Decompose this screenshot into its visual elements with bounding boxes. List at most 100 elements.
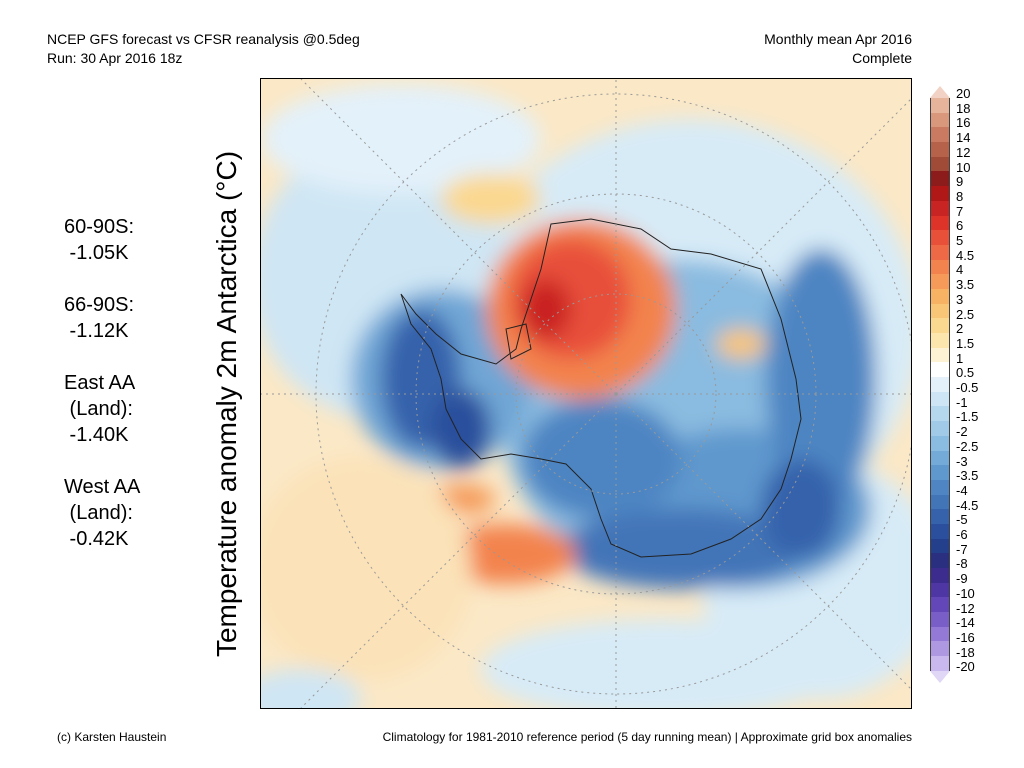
colorbar-label: 6: [956, 218, 964, 234]
ocean-cool-zone: [261, 669, 361, 708]
colorbar-label: 3.5: [956, 277, 975, 293]
anomaly-map: [260, 78, 912, 709]
colorbar-label: -18: [956, 644, 975, 660]
colorbar-segment: [930, 450, 950, 466]
east-cold-region: [561, 509, 801, 589]
colorbar-segment: [930, 318, 950, 333]
colorbar-label: -7: [956, 541, 968, 557]
colorbar-segment: [930, 612, 950, 627]
colorbar-segment: [930, 391, 950, 407]
peninsula-warm-anomaly: [521, 279, 571, 339]
colorbar-segment: [930, 362, 950, 378]
colorbar-label: 20: [956, 86, 971, 101]
colorbar-label: 18: [956, 100, 971, 116]
run-time: Run: 30 Apr 2016 18z: [47, 50, 183, 66]
colorbar-label: -8: [956, 556, 968, 572]
colorbar-label: 5: [956, 233, 964, 248]
colorbar-label: 1: [956, 350, 964, 366]
colorbar-segment: [930, 553, 950, 568]
header-left: NCEP GFS forecast vs CFSR reanalysis @0.…: [47, 30, 360, 68]
ocean-cool-zone: [261, 84, 541, 194]
stat-label: East AA: [64, 372, 136, 394]
latitude-circle: [515, 293, 717, 495]
colorbar-segment: [930, 641, 950, 657]
colorbar-label: -16: [956, 629, 975, 645]
east-cold-region: [766, 249, 876, 509]
colorbar-label: -2.5: [956, 438, 979, 454]
copyright-text: (c) Karsten Haustein: [57, 730, 167, 744]
ice-shelf-outline: [505, 323, 532, 360]
colorbar-segment: [930, 98, 950, 113]
colorbar-label: -5: [956, 512, 968, 528]
colorbar-segment: [930, 421, 950, 436]
climatology-note: Climatology for 1981-2010 reference peri…: [382, 730, 912, 744]
warm-patch: [261, 459, 471, 679]
colorbar-segment: [930, 259, 950, 275]
colorbar-segment: [930, 568, 950, 583]
colorbar-label: 0.5: [956, 365, 975, 381]
colorbar: [930, 86, 950, 683]
colorbar-label: 7: [956, 203, 964, 219]
colorbar-segment: [930, 538, 950, 554]
colorbar-segment: [930, 479, 950, 495]
vertical-title: Temperature anomaly 2m Antarctica (°C): [211, 150, 242, 658]
colorbar-label: 2: [956, 321, 964, 337]
meridians: [261, 79, 911, 708]
colorbar-segment: [930, 230, 950, 245]
period-status: Complete: [852, 50, 912, 66]
colorbar-segment: [930, 626, 950, 642]
east-cold-region: [761, 459, 841, 559]
stat-label: 66-90S:: [64, 294, 135, 316]
west-cold-region: [431, 389, 491, 469]
colorbar-segment: [930, 274, 950, 289]
stat-value: -1.05K: [64, 242, 129, 264]
stat-east-aa: East AA (Land): -1.40K: [64, 370, 140, 448]
stats-panel: 60-90S: -1.05K 66-90S: -1.12K East AA (L…: [64, 214, 140, 578]
colorbar-segment: [930, 171, 950, 187]
stat-sublabel: (Land):: [64, 398, 133, 420]
colorbar-segment: [930, 156, 950, 172]
model-title: NCEP GFS forecast vs CFSR reanalysis @0.…: [47, 31, 360, 47]
colorbar-segment: [930, 200, 950, 216]
colorbar-label: 10: [956, 159, 971, 175]
colorbar-label: -2: [956, 424, 968, 440]
colorbar-segment: [930, 435, 950, 451]
colorbar-label: -6: [956, 527, 968, 542]
warm-patch: [441, 174, 541, 224]
colorbar-segment: [930, 377, 950, 392]
colorbar-segment: [930, 288, 950, 304]
header-right: Monthly mean Apr 2016 Complete: [764, 30, 912, 68]
colorbar-label: -3: [956, 453, 968, 469]
colorbar-segment: [930, 597, 950, 613]
colorbar-label: 3: [956, 291, 964, 307]
colorbar-segment: [930, 186, 950, 201]
colorbar-label: -0.5: [956, 380, 979, 395]
colorbar-segment: [930, 127, 950, 143]
colorbar-segment: [930, 656, 950, 671]
anomaly-field: [261, 84, 911, 708]
colorbar-segment: [930, 582, 950, 598]
colorbar-arrow-top: [930, 86, 950, 98]
colorbar-segment: [930, 303, 950, 319]
stat-value: -0.42K: [64, 528, 129, 550]
colorbar-label: 9: [956, 174, 964, 190]
colorbar-label: 1.5: [956, 335, 975, 351]
colorbar-label: -14: [956, 615, 975, 631]
map-svg: [261, 79, 911, 708]
colorbar-label: 16: [956, 115, 971, 131]
stat-label: 60-90S:: [64, 216, 135, 238]
colorbar-segment: [930, 112, 950, 128]
period-title: Monthly mean Apr 2016: [764, 31, 912, 47]
stat-value: -1.40K: [64, 424, 129, 446]
colorbar-label: 4: [956, 262, 964, 278]
colorbar-segment: [930, 215, 950, 231]
colorbar-label: -1.5: [956, 409, 979, 425]
colorbar-segment: [930, 406, 950, 422]
colorbar-label: 14: [956, 130, 971, 146]
colorbar-label: -4.5: [956, 497, 979, 513]
colorbar-label: 12: [956, 144, 971, 160]
stat-label: West AA: [64, 476, 141, 498]
colorbar-label: 4.5: [956, 247, 975, 263]
meridian-line: [300, 79, 617, 395]
colorbar-label: -9: [956, 571, 968, 587]
